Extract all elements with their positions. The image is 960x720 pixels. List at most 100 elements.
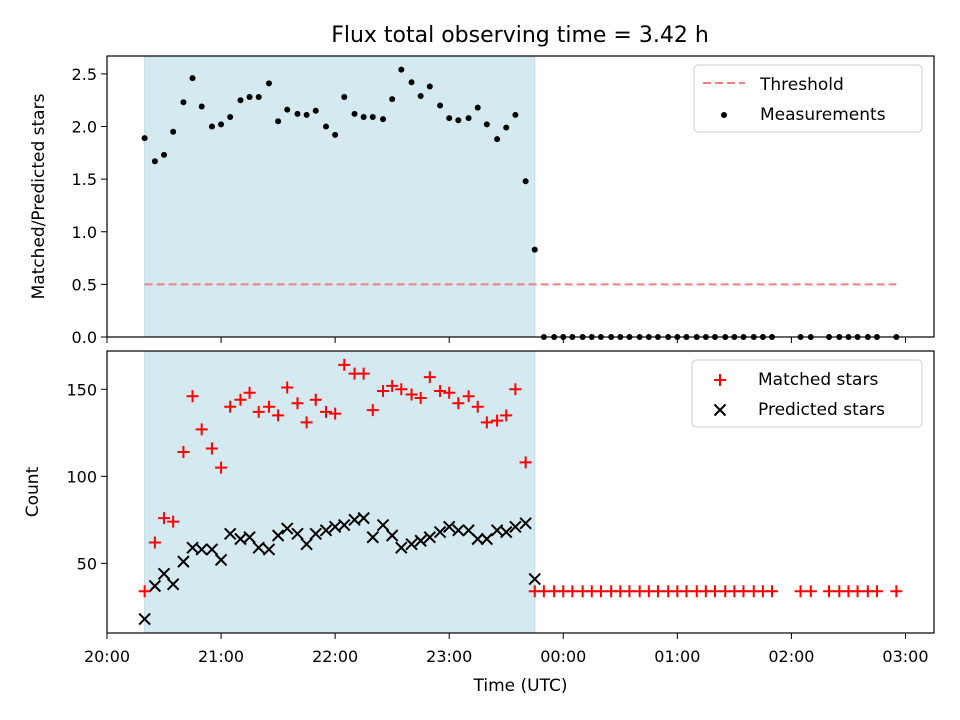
matched-point xyxy=(338,358,351,371)
measurement-point xyxy=(398,66,405,73)
matched-point xyxy=(509,383,522,396)
measurement-point xyxy=(237,97,244,104)
matched-point xyxy=(500,409,513,422)
threshold-legend-label: Threshold xyxy=(759,75,844,95)
matched-point xyxy=(234,393,247,406)
measurement-point xyxy=(141,135,148,142)
matched-point xyxy=(804,585,817,598)
predicted-point xyxy=(271,529,285,542)
matched-point xyxy=(366,404,379,417)
predicted-point xyxy=(414,534,427,547)
measurement-point xyxy=(151,158,158,165)
measurement-point xyxy=(275,118,282,125)
top-y-tick-label: 0.0 xyxy=(72,328,97,347)
measurements-legend-label: Measurements xyxy=(760,105,886,125)
top-y-tick-label: 1.5 xyxy=(72,170,97,189)
matched-point xyxy=(215,461,228,474)
matched-point xyxy=(320,405,333,418)
measurement-point xyxy=(455,117,462,124)
predicted-point xyxy=(376,518,390,532)
matched-legend-label: Matched stars xyxy=(758,370,878,390)
predicted-point xyxy=(423,531,437,544)
bottom-y-tick-label: 100 xyxy=(66,467,97,486)
matched-point xyxy=(443,386,456,399)
predicted-point xyxy=(528,572,541,586)
matched-point xyxy=(708,585,721,598)
matched-point xyxy=(566,585,579,598)
predicted-legend-label: Predicted stars xyxy=(758,400,885,420)
predicted-point xyxy=(262,543,276,556)
predicted-point xyxy=(195,543,208,556)
matched-point xyxy=(537,585,550,598)
predicted-point xyxy=(338,518,351,532)
measurement-point xyxy=(161,151,168,158)
matched-point xyxy=(794,585,807,598)
matched-point xyxy=(766,585,779,598)
predicted-point xyxy=(433,525,447,539)
x-axis-label: Time (UTC) xyxy=(473,676,568,696)
measurement-point xyxy=(341,94,348,101)
measurement-point xyxy=(208,123,215,130)
bottom-legend-box xyxy=(691,359,923,428)
measurement-point xyxy=(360,114,367,121)
top-legend-box xyxy=(693,64,923,133)
measurement-point xyxy=(512,111,519,118)
measurement-point xyxy=(389,96,396,103)
measurement-point xyxy=(332,131,339,138)
measurement-point xyxy=(417,92,424,99)
measurement-point xyxy=(408,79,415,86)
matched-point xyxy=(158,512,171,525)
top-y-tick-label: 2.0 xyxy=(72,118,97,137)
matched-point xyxy=(262,400,275,413)
measurement-point xyxy=(255,94,262,101)
predicted-point xyxy=(281,522,294,535)
matched-point xyxy=(186,390,199,403)
matched-point xyxy=(471,400,484,413)
measurement-point xyxy=(170,128,177,135)
matched-point xyxy=(480,416,493,429)
predicted-point xyxy=(357,511,370,525)
x-tick-label: 02:00 xyxy=(768,647,814,666)
measurement-point xyxy=(180,99,187,106)
matched-point xyxy=(309,393,322,406)
matched-point xyxy=(890,585,903,598)
measurements-legend-swatch xyxy=(721,112,727,118)
bottom-y-tick-label: 150 xyxy=(66,380,97,399)
predicted-point xyxy=(452,524,465,537)
measurement-points xyxy=(141,66,900,340)
measurement-point xyxy=(503,124,510,131)
predicted-point xyxy=(223,527,237,540)
top-y-tick-label: 0.5 xyxy=(72,275,97,294)
matched-point xyxy=(138,585,151,598)
measurement-point xyxy=(494,136,501,143)
bottom-x-ticks: 20:00 21:00 22:00 23:00 00:00 01:00 02:00 03:00 xyxy=(84,633,929,666)
bottom-axes-frame xyxy=(106,350,935,634)
measurement-point xyxy=(474,104,481,111)
measurement-point xyxy=(446,115,453,122)
matched-point xyxy=(452,397,465,410)
matched-point xyxy=(329,407,342,420)
matched-point xyxy=(357,367,370,380)
measurement-point xyxy=(351,110,358,117)
chart-title: Flux total observing time = 3.42 h xyxy=(331,23,709,48)
measurement-point xyxy=(227,114,234,121)
predicted-point xyxy=(138,612,151,626)
measurement-point xyxy=(312,107,319,114)
measurement-point xyxy=(189,75,196,82)
top-axes-frame xyxy=(106,55,935,338)
measurement-point xyxy=(265,80,272,87)
predicted-point xyxy=(480,532,494,546)
measurement-point xyxy=(531,246,538,253)
matched-point xyxy=(195,423,208,436)
matched-point xyxy=(272,409,285,422)
predicted-point xyxy=(509,520,522,534)
predicted-points xyxy=(138,511,541,626)
predicted-point xyxy=(385,529,399,542)
matched-point xyxy=(491,414,504,427)
predicted-point xyxy=(395,541,408,554)
predicted-point xyxy=(405,538,418,551)
matched-point xyxy=(623,585,636,598)
predicted-point xyxy=(319,524,333,537)
x-tick-label: 22:00 xyxy=(312,647,358,666)
